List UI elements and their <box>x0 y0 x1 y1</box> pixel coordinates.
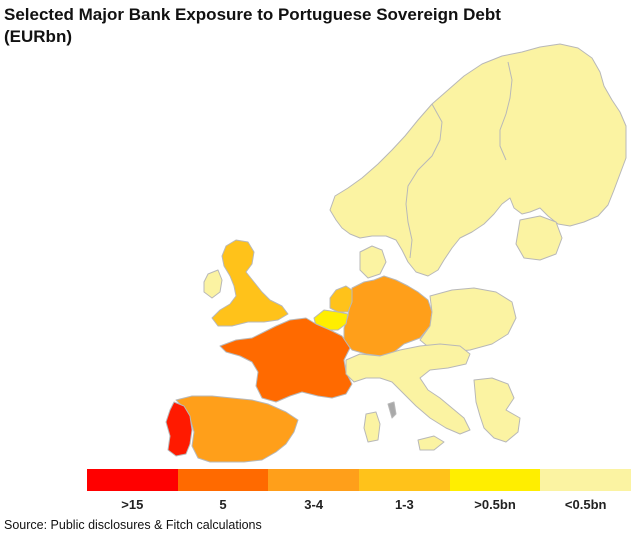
region-sweden-finland-border <box>499 61 513 161</box>
legend-swatch-gt15 <box>87 469 178 491</box>
region-sardinia <box>363 411 381 443</box>
legend-swatch-1-3 <box>359 469 450 491</box>
region-baltics <box>515 215 563 261</box>
legend-label-3-4: 3-4 <box>304 497 324 512</box>
region-spain <box>175 395 299 463</box>
region-portugal <box>165 401 193 457</box>
region-germany <box>343 275 433 357</box>
region-central-europe <box>419 287 517 353</box>
region-norway-sweden-border <box>405 103 443 259</box>
region-sicily <box>417 435 445 451</box>
region-france <box>219 317 353 403</box>
legend-swatch-lt0.5bn <box>540 469 632 491</box>
region-ireland <box>203 269 223 299</box>
region-greece <box>473 377 521 443</box>
legend-labels: >15 5 3-4 1-3 >0.5bn <0.5bn <box>87 497 631 512</box>
legend-swatch-gt0.5bn <box>449 469 541 491</box>
map-title-line-2: (EURbn) <box>4 27 72 46</box>
region-netherlands <box>329 285 353 313</box>
region-alps-italy-balkans <box>345 343 471 435</box>
region-great-britain <box>211 239 289 327</box>
legend-label-5: 5 <box>219 497 227 512</box>
source-note: Source: Public disclosures & Fitch calcu… <box>4 518 262 532</box>
region-denmark <box>359 245 387 279</box>
region-corsica <box>387 401 397 419</box>
legend-label-lt0.5bn: <0.5bn <box>564 497 607 512</box>
legend-swatch-5 <box>177 469 269 491</box>
legend-swatch-3-4 <box>268 469 360 491</box>
map-title: Selected Major Bank Exposure to Portugue… <box>4 4 634 48</box>
region-scandinavia <box>329 43 627 277</box>
legend-color-scale <box>87 469 632 491</box>
legend-label-gt0.5bn: >0.5bn <box>474 497 516 512</box>
legend-label-1-3: 1-3 <box>394 497 414 512</box>
map-title-line-1: Selected Major Bank Exposure to Portugue… <box>4 5 501 24</box>
legend-label-gt15: >15 <box>121 497 144 512</box>
